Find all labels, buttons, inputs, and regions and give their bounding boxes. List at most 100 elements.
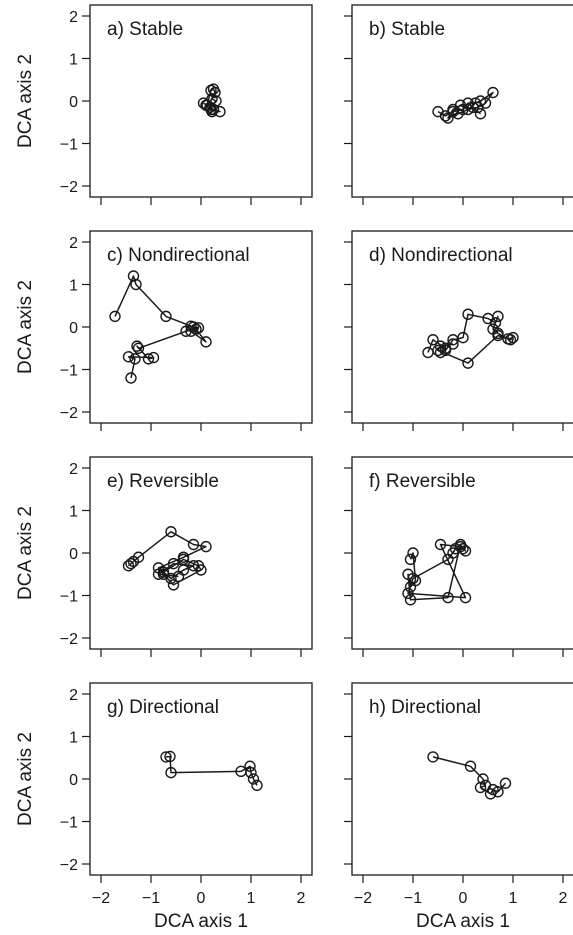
panel-h: −2 −1 0 1 2 h) Directional [344, 682, 573, 907]
data-point [200, 99, 212, 111]
x-tick-label: 0 [459, 890, 468, 907]
data-point [457, 543, 469, 555]
data-point [434, 538, 447, 551]
y-tick-label: 1 [69, 52, 78, 69]
trajectory-line [165, 755, 258, 786]
data-point [407, 547, 419, 559]
x-tick-label: 2 [297, 890, 306, 907]
data-point [147, 351, 160, 364]
data-point [474, 781, 487, 794]
data-point [454, 540, 467, 553]
y-axis-title: DCA axis 2 [15, 732, 36, 826]
panel-a: −2 −1 0 1 2 a) Stable [60, 4, 313, 205]
data-point [489, 317, 502, 329]
data-point [129, 353, 141, 365]
data-point [122, 351, 135, 363]
x-tick-label: 0 [197, 890, 206, 907]
data-point [487, 86, 499, 99]
data-point [462, 357, 474, 369]
data-point [251, 779, 263, 792]
data-point [109, 310, 121, 323]
data-point [447, 338, 459, 350]
y-tick-label: 0 [69, 772, 78, 789]
data-point [442, 112, 454, 124]
data-point [404, 581, 417, 593]
data-point [245, 766, 257, 779]
panel-title: e) Reversible [107, 471, 219, 492]
data-point [206, 105, 218, 118]
data-point [142, 353, 155, 365]
data-point [192, 322, 205, 334]
y-tick-label: −2 [60, 631, 78, 648]
data-point [457, 331, 469, 344]
x-axis-title: DCA axis 1 [416, 911, 510, 932]
data-point [487, 783, 499, 796]
data-point [447, 547, 459, 559]
data-point [167, 579, 180, 591]
data-point [427, 334, 439, 346]
data-point [404, 553, 417, 566]
data-point [247, 773, 260, 785]
data-point [125, 372, 137, 384]
data-point [407, 572, 419, 585]
x-tick-label: 1 [509, 890, 518, 907]
x-tick-label: 1 [247, 890, 256, 907]
y-tick-label: −1 [60, 363, 78, 380]
data-point [492, 329, 504, 342]
data-point [200, 336, 212, 348]
data-point [210, 95, 222, 107]
data-point [172, 570, 185, 583]
data-point [404, 594, 417, 606]
data-point [157, 566, 170, 578]
y-tick-label: 2 [69, 9, 78, 26]
data-point [132, 551, 145, 563]
data-point [442, 591, 454, 604]
x-tick-label: 2 [559, 890, 568, 907]
data-point [192, 560, 205, 572]
y-tick-label: −1 [60, 137, 78, 154]
trajectory-line [128, 531, 207, 586]
data-point [462, 308, 474, 320]
panel-f: f) Reversible [344, 456, 573, 657]
data-point [459, 591, 472, 604]
data-point [200, 540, 212, 553]
data-point [132, 342, 145, 354]
x-tick-label: −2 [354, 890, 372, 907]
y-tick-label: 0 [69, 94, 78, 111]
y-tick-label: −1 [60, 815, 78, 832]
panel-b: b) Stable [344, 4, 573, 205]
data-point [492, 786, 504, 798]
y-tick-label: 1 [69, 278, 78, 295]
x-axis-titles: DCA axis 1 DCA axis 1 [154, 911, 510, 932]
data-point [165, 526, 177, 538]
x-tick-label: −2 [92, 890, 110, 907]
panel-title: d) Nondirectional [369, 245, 513, 266]
data-point [160, 310, 172, 323]
y-axis-title: DCA axis 2 [15, 280, 36, 374]
panel-title: f) Reversible [369, 471, 476, 492]
data-point [474, 108, 487, 120]
data-point [467, 101, 479, 114]
data-point [452, 108, 464, 120]
data-point [499, 777, 512, 789]
data-point [152, 568, 165, 580]
data-point [464, 760, 477, 772]
data-point [180, 325, 192, 337]
panels: −2 −1 0 1 2 a) Stable b) Stable −2 −1 0 1 2 c) Nondi… [60, 4, 573, 907]
y-tick-label: −1 [60, 589, 78, 606]
y-tick-label: 2 [69, 235, 78, 252]
data-point [165, 572, 177, 585]
panel-g: −2 −1 0 1 2 −2 −1 0 1 2 g) Directional [60, 682, 313, 907]
data-point [492, 310, 504, 323]
panel-c: −2 −1 0 1 2 c) Nondirectional [60, 230, 313, 431]
panel-title: h) Directional [369, 697, 481, 718]
data-point [477, 773, 489, 785]
panel-e: −2 −1 0 1 2 e) Reversible [60, 456, 313, 657]
data-point [434, 346, 447, 359]
y-tick-label: −2 [60, 405, 78, 422]
y-axis-titles: DCA axis 2 DCA axis 2 DCA axis 2 DCA axis 2 [15, 54, 36, 826]
panel-d: d) Nondirectional [344, 230, 573, 431]
panel-title: c) Nondirectional [107, 245, 250, 266]
data-point [427, 751, 439, 763]
